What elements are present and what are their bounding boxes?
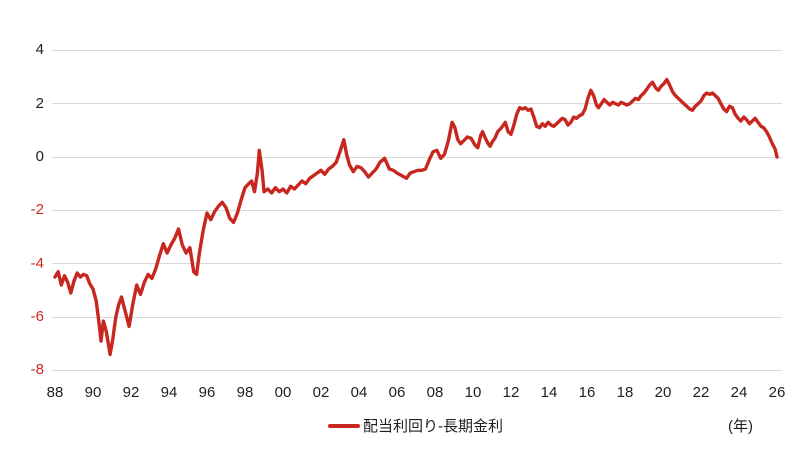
x-axis-tick-label: 24 [730,384,748,401]
y-axis-tick-label: -8 [30,361,44,379]
gridline [52,263,782,265]
x-axis-tick-label: 94 [160,384,178,401]
x-axis-tick-label: 26 [768,384,786,401]
series-line [53,77,779,357]
x-axis-unit-label: (年) [728,418,753,435]
legend-line-swatch [328,423,360,428]
gridline [52,103,782,105]
x-axis-tick-label: 00 [274,384,292,401]
x-axis-tick-label: 14 [540,384,558,401]
y-axis-tick-label: 4 [35,41,44,59]
x-axis-tick-label: 18 [616,384,634,401]
x-axis-tick-label: 06 [388,384,406,401]
x-axis-tick-label: 92 [122,384,140,401]
gridline [52,316,782,318]
x-axis-tick-label: 16 [578,384,596,401]
y-axis-tick-label: 0 [35,148,44,165]
x-axis-tick-label: 22 [692,384,710,401]
y-axis-tick-label: -2 [30,201,44,219]
x-axis-tick-label: 02 [312,384,330,401]
x-axis-tick-label: 88 [46,384,64,401]
x-axis-tick-label: 12 [502,384,520,401]
y-axis-tick-label: 2 [35,94,44,112]
gridline [52,49,782,51]
x-axis-tick-label: 04 [350,384,368,401]
x-axis-tick-label: 08 [426,384,444,401]
legend-label: 配当利回り-長期金利 [363,418,503,435]
x-axis-tick-label: 96 [198,384,216,401]
x-axis-tick-label: 10 [464,384,482,401]
gridline [52,369,782,371]
gridline [52,156,782,158]
y-axis-tick-label: -6 [30,308,44,326]
x-axis-tick-label: 98 [236,384,254,401]
legend: 配当利回り-長期金利 [328,415,503,436]
y-axis-tick-label: -4 [30,254,44,272]
x-axis-tick-label: 20 [654,384,672,401]
x-axis-tick-label: 90 [84,384,102,401]
gridline [52,209,782,211]
